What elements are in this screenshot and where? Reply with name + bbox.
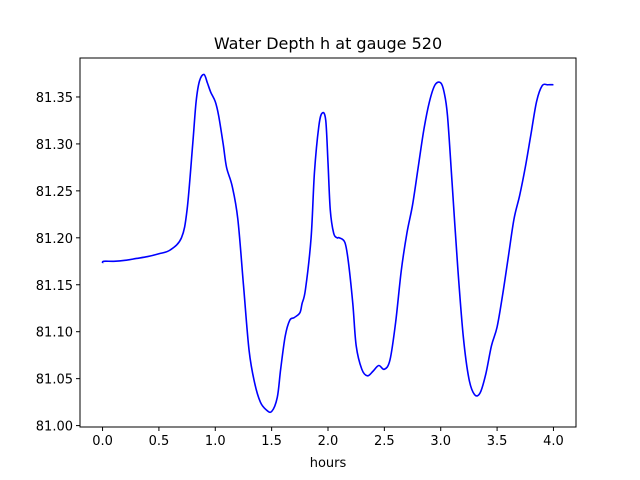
x-tick-label: 2.0 — [318, 434, 339, 449]
x-tick-label: 1.0 — [205, 434, 226, 449]
x-tick-label: 3.0 — [430, 434, 451, 449]
x-tick-label: 3.5 — [487, 434, 508, 449]
plot-frame — [79, 57, 577, 428]
y-tick-label: 81.25 — [36, 185, 73, 200]
x-axis-label: hours — [310, 456, 347, 471]
y-tick-label: 81.00 — [36, 420, 73, 435]
ticks-layer: 0.0 0.5 1.0 1.5 2.0 2.5 3.0 3.5 4.0 81.00 81.05 81.… — [36, 91, 564, 449]
y-tick-label: 81.10 — [36, 326, 73, 341]
y-tick-label: 81.35 — [36, 91, 73, 106]
y-tick-label: 81.05 — [36, 373, 73, 388]
chart-title: Water Depth h at gauge 520 — [214, 34, 442, 53]
x-tick-label: 0.0 — [92, 434, 113, 449]
x-tick-label: 2.5 — [374, 434, 395, 449]
y-tick-label: 81.30 — [36, 138, 73, 153]
x-tick-label: 1.5 — [261, 434, 282, 449]
y-tick-label: 81.20 — [36, 232, 73, 247]
x-tick-label: 0.5 — [149, 434, 170, 449]
series-line — [101, 73, 554, 414]
x-tick-label: 4.0 — [543, 434, 564, 449]
y-tick-label: 81.15 — [36, 279, 73, 294]
plot-layer — [101, 73, 554, 414]
